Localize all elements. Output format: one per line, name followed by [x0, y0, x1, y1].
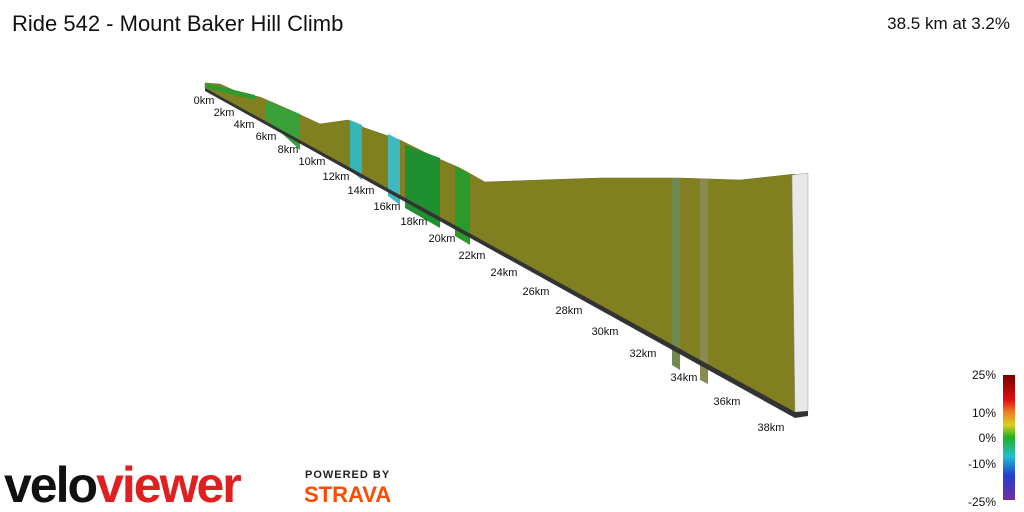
logo-viewer: viewer	[96, 457, 241, 512]
distance-label: 30km	[592, 326, 619, 338]
profile-stripe-2	[700, 179, 708, 384]
distance-label: 36km	[714, 396, 741, 408]
distance-label: 34km	[671, 372, 698, 384]
distance-label: 32km	[630, 348, 657, 360]
distance-label: 4km	[234, 119, 255, 131]
distance-label: 18km	[401, 216, 428, 228]
distance-label: 2km	[214, 107, 235, 119]
distance-label: 24km	[491, 267, 518, 279]
legend-label: 0%	[979, 431, 997, 445]
legend-label: 10%	[972, 406, 996, 420]
distance-label: 0km	[194, 95, 215, 107]
gradient-legend: 25% 10% 0% -10% -25%	[968, 368, 996, 509]
profile-stripe-1	[672, 178, 680, 370]
distance-label: 6km	[256, 131, 277, 143]
distance-label: 38km	[758, 422, 785, 434]
summary: 38.5 km at 3.2%	[887, 14, 1010, 33]
profile-cyan-1	[350, 120, 362, 180]
strava-logo: STRAVA	[304, 482, 391, 507]
legend-label: -10%	[968, 457, 996, 471]
end-cap	[791, 172, 809, 415]
distance-label: 10km	[299, 156, 326, 168]
logo: veloviewer	[4, 457, 241, 512]
profile-3d	[204, 82, 809, 418]
distance-labels: 0km2km4km6km8km10km12km14km16km18km20km2…	[194, 95, 785, 434]
profile-cyan-2	[388, 134, 400, 205]
distance-label: 22km	[459, 250, 486, 262]
distance-label: 26km	[523, 286, 550, 298]
distance-label: 28km	[556, 305, 583, 317]
title: Ride 542 - Mount Baker Hill Climb	[12, 11, 343, 36]
distance-label: 20km	[429, 233, 456, 245]
gradient-legend-bar	[1003, 375, 1015, 500]
legend-label: -25%	[968, 495, 996, 509]
profile-green-3	[405, 145, 440, 228]
distance-label: 8km	[278, 144, 299, 156]
distance-label: 12km	[323, 171, 350, 183]
profile-green-4	[455, 166, 470, 245]
profile-green-1	[205, 83, 255, 100]
distance-label: 14km	[348, 185, 375, 197]
legend-label: 25%	[972, 368, 996, 382]
distance-label: 16km	[374, 201, 401, 213]
logo-velo: velo	[4, 457, 97, 512]
powered-by: POWERED BY	[305, 469, 390, 481]
